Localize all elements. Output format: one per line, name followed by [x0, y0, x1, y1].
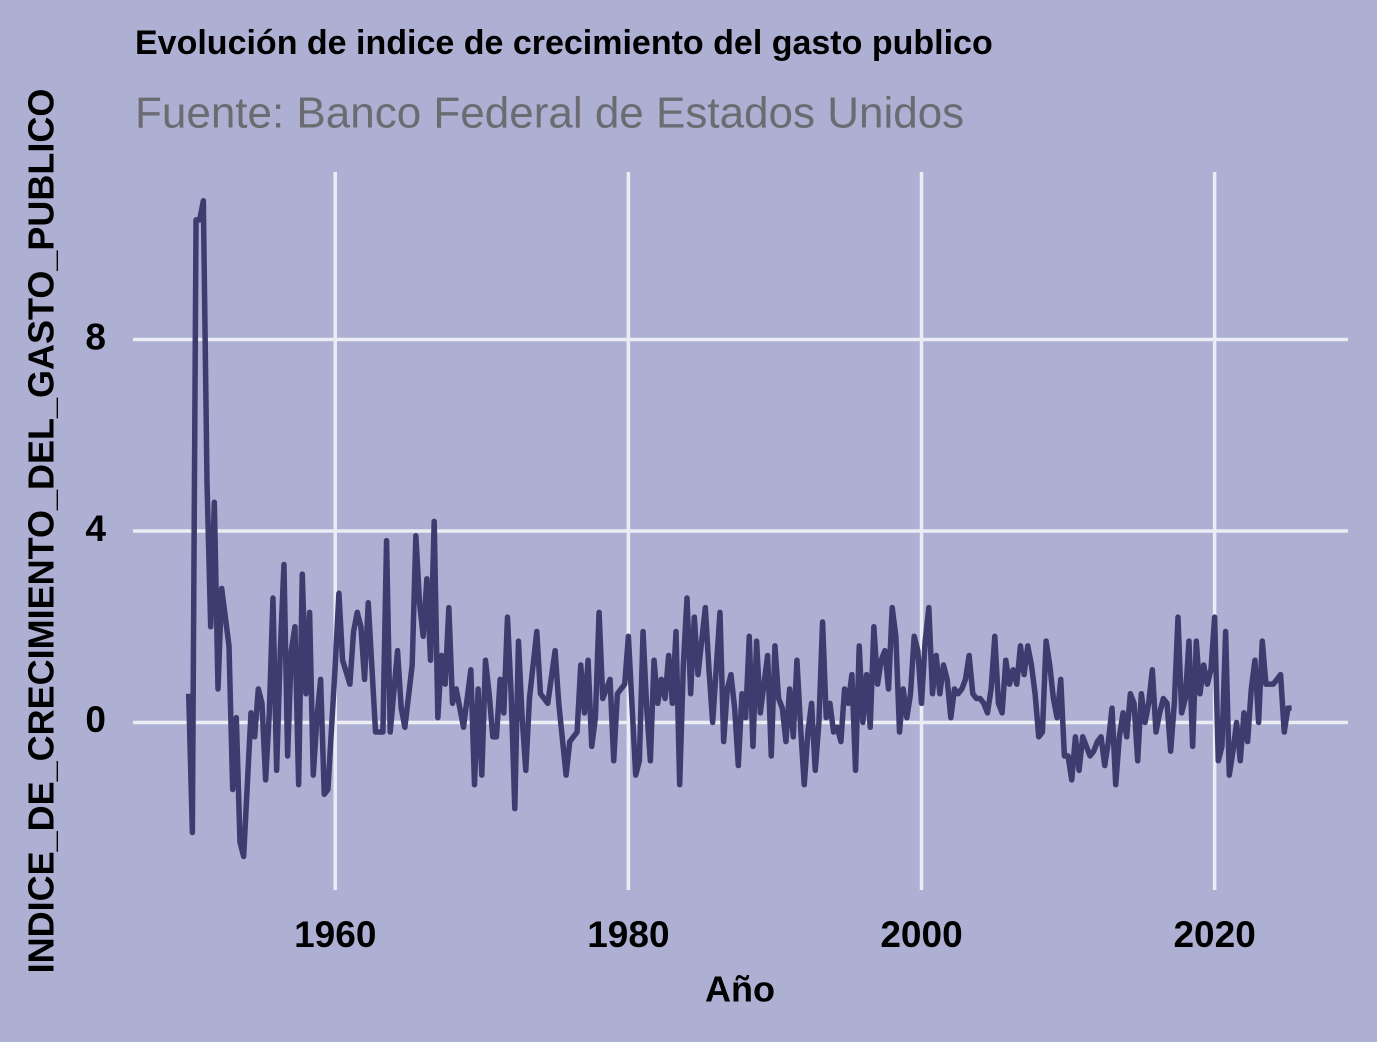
y-tick-label: 4 [85, 508, 106, 549]
x-tick-label: 1980 [587, 914, 669, 955]
chart-subtitle: Fuente: Banco Federal de Estados Unidos [135, 89, 964, 138]
chart-title: Evolución de indice de crecimiento del g… [135, 24, 993, 62]
x-tick-label: 1960 [294, 914, 376, 955]
x-tick-label: 2020 [1173, 914, 1255, 955]
plot [185, 197, 1292, 860]
y-tick-label: 8 [85, 316, 106, 357]
x-tick-label: 2000 [880, 914, 962, 955]
y-axis-title: INDICE_DE_CRECIMIENTO_DEL_GASTO_PUBLICO [21, 89, 62, 974]
y-tick-label: 0 [85, 699, 106, 740]
x-axis-title: Año [705, 969, 775, 1010]
data-line [185, 197, 1292, 860]
grid: 1960 1980 2000 2020 0 4 8 [85, 172, 1348, 955]
